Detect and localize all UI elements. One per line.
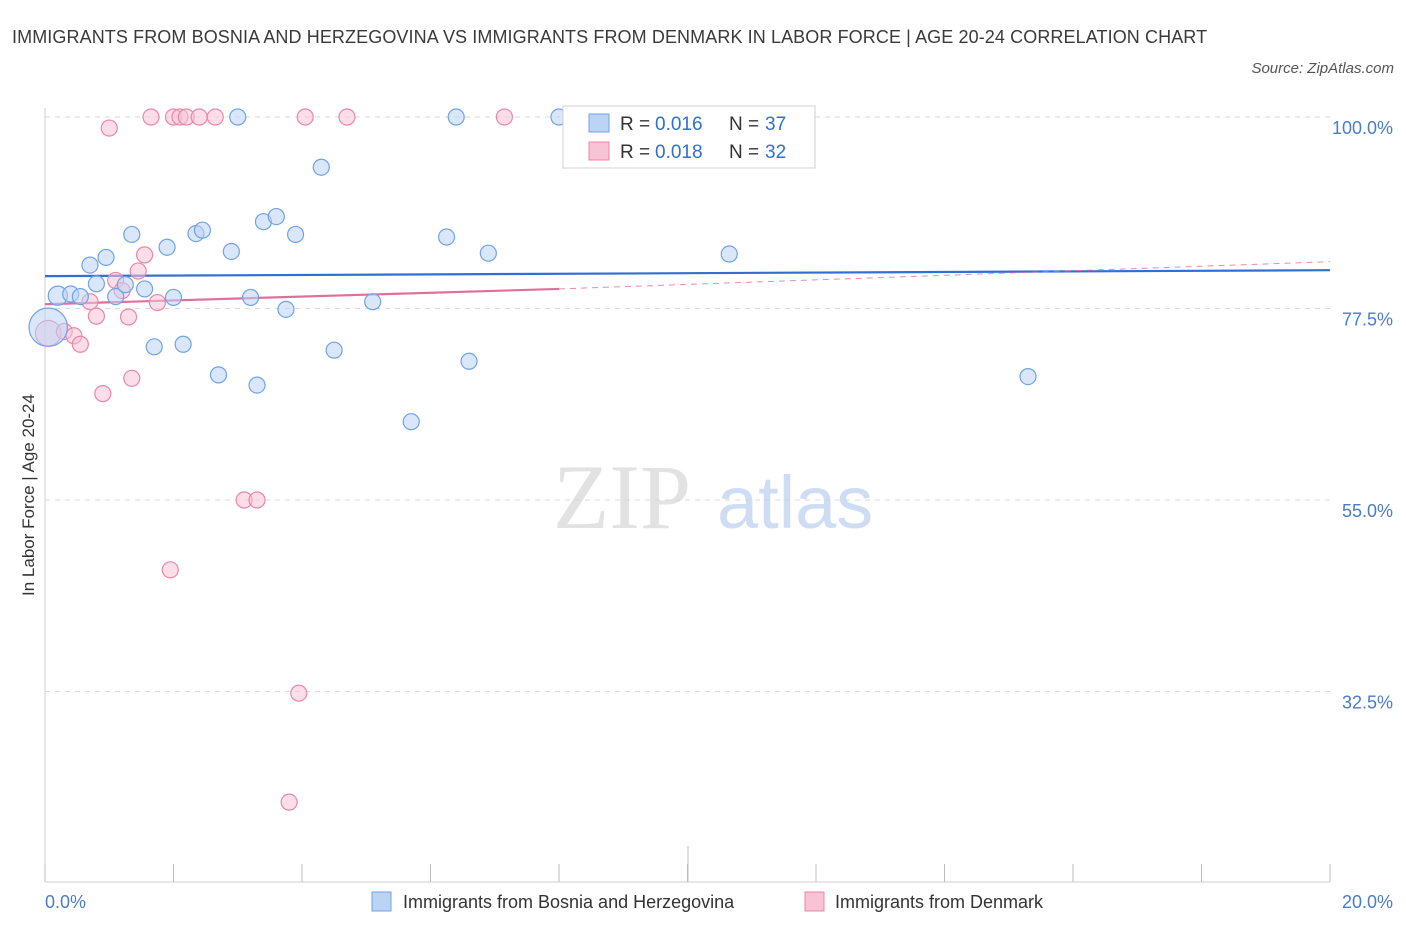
point-bosnia	[123, 225, 141, 244]
point-bosnia	[1019, 367, 1037, 386]
point-bosnia	[447, 108, 465, 126]
point-denmark	[161, 561, 179, 579]
point-denmark	[148, 293, 167, 312]
point-bosnia	[267, 207, 285, 226]
legend-swatch-denmark	[588, 141, 610, 161]
point-denmark	[338, 108, 356, 126]
legend-n-label-bosnia: N =	[729, 114, 759, 135]
point-denmark	[119, 308, 138, 326]
legend-n-value-denmark: 32	[765, 142, 786, 163]
point-bosnia	[116, 276, 134, 294]
point-bosnia	[248, 376, 266, 394]
point-bosnia	[209, 366, 228, 384]
point-bosnia	[479, 244, 497, 262]
point-bosnia	[720, 245, 738, 263]
point-bosnia	[87, 275, 106, 293]
y-tick-label: 100.0%	[1332, 118, 1393, 138]
point-bosnia	[325, 341, 343, 359]
legend-swatch-bosnia	[588, 113, 610, 133]
point-bosnia	[286, 225, 305, 244]
point-denmark	[135, 246, 154, 264]
x-tick-label-min: 0.0%	[45, 892, 86, 912]
point-bosnia	[81, 256, 99, 274]
bottom-legend-label-bosnia: Immigrants from Bosnia and Herzegovina	[403, 892, 735, 912]
watermark: ZIP atlas	[553, 446, 873, 548]
point-bosnia	[174, 335, 192, 353]
point-denmark	[71, 335, 89, 353]
point-denmark	[123, 369, 141, 387]
chart-title: IMMIGRANTS FROM BOSNIA AND HERZEGOVINA V…	[12, 27, 1208, 47]
point-denmark	[296, 108, 314, 126]
point-denmark	[248, 491, 266, 509]
point-denmark	[142, 108, 160, 126]
point-denmark	[495, 108, 513, 126]
point-denmark	[129, 262, 147, 280]
point-bosnia	[242, 288, 260, 307]
legend-box: R = 0.016 N = 37 R = 0.018 N = 32	[562, 105, 816, 169]
point-bosnia	[437, 228, 456, 246]
point-bosnia	[158, 238, 176, 256]
y-tick-label: 55.0%	[1342, 501, 1393, 521]
legend-r-value-denmark: 0.018	[655, 142, 703, 163]
bottom-legend: Immigrants from Bosnia and Herzegovina I…	[371, 891, 1044, 912]
trend-lines	[44, 261, 1331, 306]
watermark-atlas: atlas	[717, 461, 873, 544]
point-denmark	[190, 108, 208, 126]
y-axis-label: In Labor Force | Age 20-24	[19, 394, 38, 596]
x-tick-marks	[44, 846, 1331, 882]
point-bosnia	[97, 248, 115, 267]
legend-r-label-bosnia: R =	[620, 114, 650, 135]
watermark-zip: ZIP	[553, 446, 691, 548]
point-bosnia	[229, 108, 247, 126]
point-bosnia	[164, 288, 183, 307]
trend-line-denmark-extension	[558, 261, 1331, 290]
point-denmark	[290, 684, 308, 702]
point-bosnia	[277, 300, 295, 318]
y-tick-label: 32.5%	[1342, 693, 1393, 713]
point-bosnia	[222, 242, 240, 261]
point-denmark	[87, 307, 106, 325]
trend-line-denmark	[44, 287, 560, 306]
point-bosnia	[71, 287, 89, 306]
bottom-legend-label-denmark: Immigrants from Denmark	[835, 892, 1044, 912]
x-tick-label-max: 20.0%	[1342, 892, 1393, 912]
legend-n-label-denmark: N =	[729, 142, 759, 163]
point-denmark	[94, 385, 112, 403]
point-denmark	[206, 108, 224, 126]
point-bosnia	[145, 338, 163, 356]
y-tick-labels: 100.0% 77.5% 55.0% 32.5%	[1332, 118, 1393, 713]
point-bosnia	[460, 352, 478, 370]
grid-lines	[45, 116, 1330, 692]
bottom-legend-swatch-bosnia	[371, 891, 392, 912]
point-bosnia	[364, 293, 382, 311]
y-tick-label: 77.5%	[1342, 310, 1393, 330]
bottom-legend-swatch-denmark	[804, 891, 825, 912]
point-denmark	[280, 793, 298, 811]
legend-n-value-bosnia: 37	[765, 114, 786, 135]
point-bosnia	[107, 287, 125, 306]
legend-r-label-denmark: R =	[620, 142, 650, 163]
point-bosnia	[193, 221, 212, 239]
point-bosnia	[28, 307, 69, 348]
data-points	[28, 108, 1037, 811]
point-bosnia	[312, 158, 330, 176]
point-denmark	[100, 119, 118, 137]
point-bosnia	[402, 413, 420, 431]
legend-r-value-bosnia: 0.016	[655, 114, 703, 135]
source-label: Source: ZipAtlas.com	[1251, 60, 1394, 77]
trend-line-bosnia	[44, 269, 1331, 278]
point-bosnia	[135, 280, 154, 298]
